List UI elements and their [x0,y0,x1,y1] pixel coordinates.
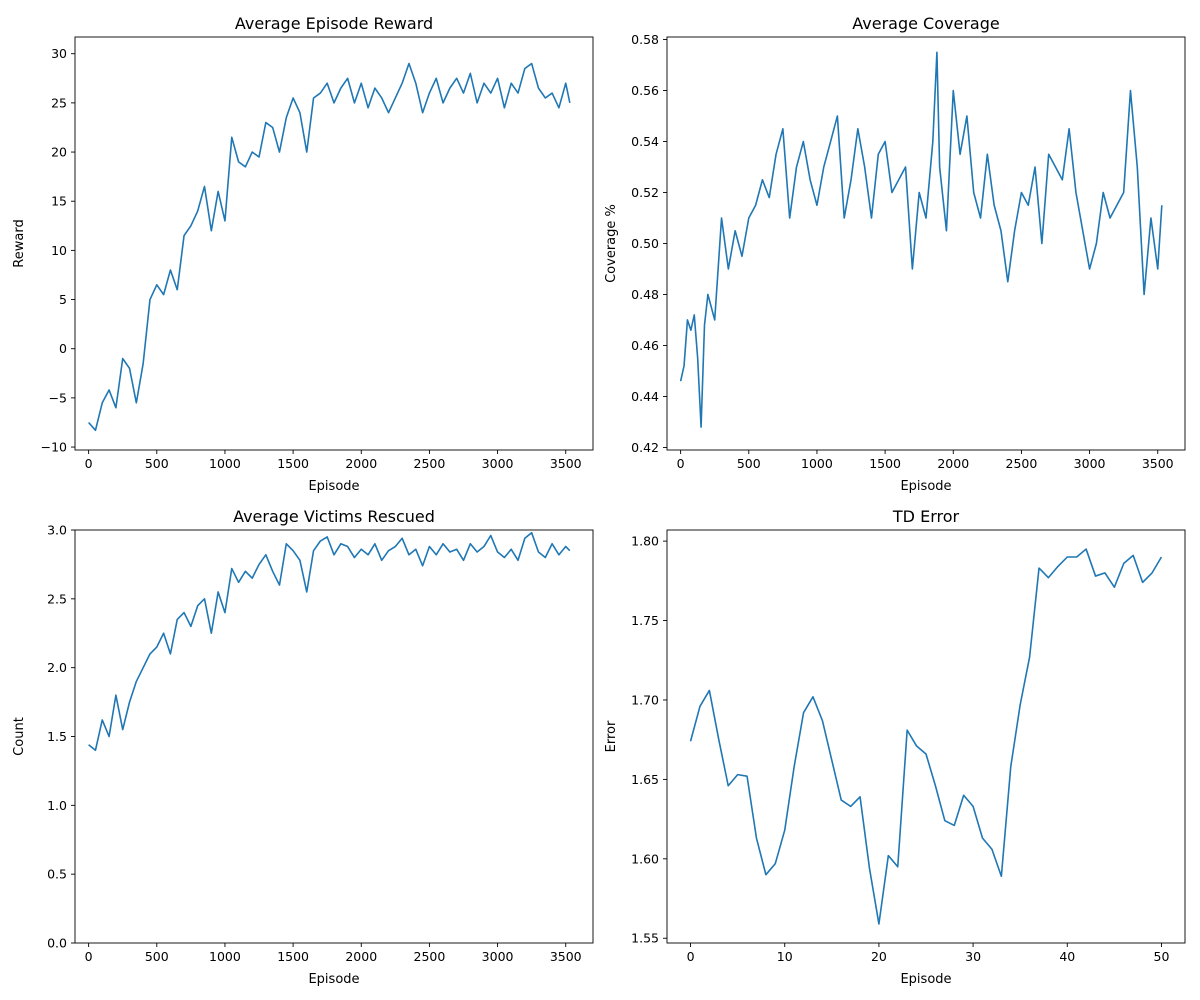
x-tick-label: 3500 [550,456,582,471]
plot-frame [74,529,594,944]
x-tick-label: 2500 [414,456,446,471]
x-tick-label: 500 [737,456,761,471]
y-tick-label: 1.5 [47,729,67,744]
y-tick-label: 1.80 [631,534,659,549]
y-tick-label: 2.5 [47,591,67,606]
x-tick-label: 3000 [482,456,514,471]
x-tick-label: 0 [677,456,685,471]
series-line-victims [88,531,571,752]
y-tick-label: 1.60 [631,851,659,866]
y-tick-label: 0.58 [631,32,659,47]
x-tick-label: 20 [871,949,887,964]
x-tick-label: 30 [965,949,981,964]
x-tick-label: 1000 [209,456,241,471]
chart-panel-coverage: 0 500 1000 1500 2000 2500 3000 3500 0.42 0.44 0.46… [604,14,1186,494]
y-tick-label: 3.0 [47,523,67,538]
x-tick-label: 0 [85,949,93,964]
x-axis-label: Episode [900,479,951,494]
x-tick-label: 3500 [1142,456,1174,471]
x-tick-label: 2000 [937,456,969,471]
y-tick-label: 10 [51,243,67,258]
y-tick-label: 2.0 [47,660,67,675]
chart-panel-victims: 0 500 1000 1500 2000 2500 3000 3500 0.0 0.5 1.0 1.5… [12,507,594,987]
x-tick-label: 2500 [414,949,446,964]
y-tick-label: 0.44 [631,389,659,404]
x-tick-label: 0 [85,456,93,471]
y-axis-label: Coverage % [604,204,619,283]
y-axis-label: Error [604,720,619,752]
y-tick-label: 0.56 [631,83,659,98]
y-tick-label: 1.55 [631,931,659,946]
y-axis-label: Reward [12,219,27,267]
x-tick-label: 3500 [550,949,582,964]
x-tick-label: 1500 [277,456,309,471]
y-tick-label: 1.70 [631,692,659,707]
y-tick-label: 0.0 [47,936,67,951]
y-tick-label: 1.0 [47,798,67,813]
chart-title: Average Episode Reward [235,14,433,33]
series-line-td-error [689,548,1163,925]
y-tick-label: 0.42 [631,440,659,455]
y-tick-label: 5 [59,292,67,307]
y-tick-label: 1.65 [631,772,659,787]
x-tick-label: 2500 [1006,456,1038,471]
series-line-reward [88,62,571,432]
y-tick-label: 0.5 [47,867,67,882]
y-tick-label: 0.46 [631,338,659,353]
x-tick-label: 10 [777,949,793,964]
y-tick-label: −5 [49,390,67,405]
x-tick-label: 3000 [482,949,514,964]
y-tick-label: 1.75 [631,613,659,628]
chart-title: Average Coverage [852,14,999,33]
y-tick-label: 0.52 [631,185,659,200]
x-tick-label: 1000 [209,949,241,964]
chart-title: TD Error [892,507,960,526]
x-tick-label: 500 [145,456,169,471]
x-tick-label: 500 [145,949,169,964]
plot-frame [666,529,1186,944]
x-tick-label: 2000 [345,456,377,471]
y-tick-label: 15 [51,194,67,209]
x-tick-label: 1500 [869,456,901,471]
plot-frame [74,36,594,451]
series-line-coverage [679,51,1163,428]
y-tick-label: 20 [51,145,67,160]
x-tick-label: 40 [1059,949,1075,964]
x-tick-label: 1500 [277,949,309,964]
y-tick-label: −10 [41,440,67,455]
y-tick-label: 25 [51,95,67,110]
y-tick-label: 30 [51,46,67,61]
x-tick-label: 1000 [801,456,833,471]
y-tick-label: 0.48 [631,287,659,302]
x-tick-label: 50 [1154,949,1170,964]
y-axis-label: Count [12,717,27,756]
x-axis-label: Episode [308,972,359,987]
chart-panel-td-error: 0 10 20 30 40 50 1.55 1.60 1.65 1.70 1.75 1.80 TD Er… [604,507,1186,987]
chart-panel-reward: 0 500 1000 1500 2000 2500 3000 3500 −10 −5 0 5 10 15 2… [12,14,594,494]
x-axis-label: Episode [900,972,951,987]
x-axis-label: Episode [308,479,359,494]
y-tick-label: 0.54 [631,134,659,149]
y-tick-label: 0 [59,341,67,356]
x-tick-label: 3000 [1074,456,1106,471]
y-tick-label: 0.50 [631,236,659,251]
x-tick-label: 0 [687,949,695,964]
x-tick-label: 2000 [345,949,377,964]
chart-title: Average Victims Rescued [233,507,435,526]
